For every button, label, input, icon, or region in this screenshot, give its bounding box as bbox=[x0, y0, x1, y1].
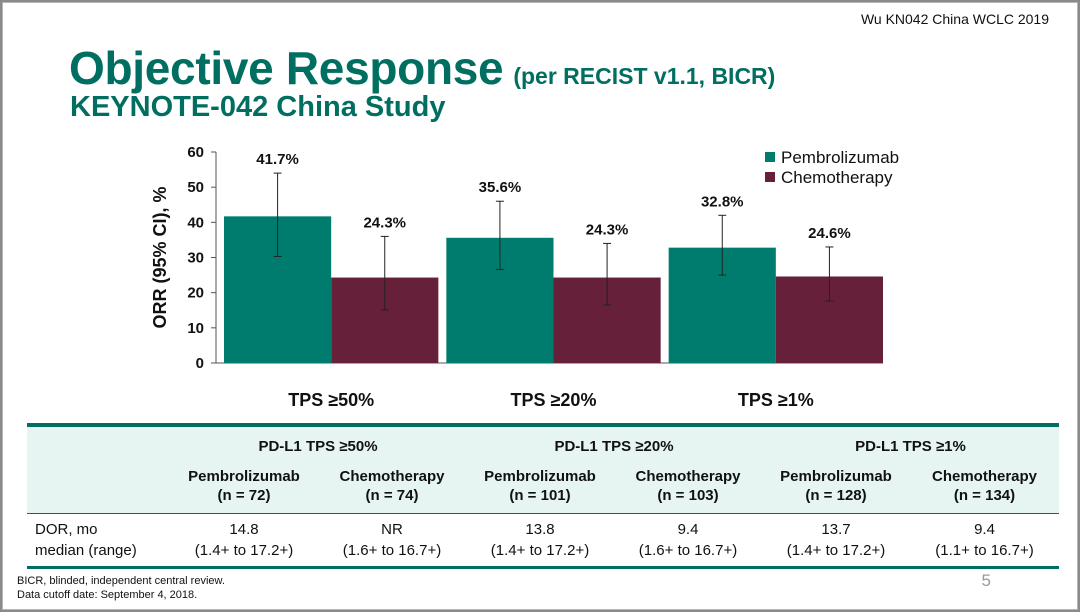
x-category-label: TPS ≥1% bbox=[738, 390, 814, 410]
y-tick-label: 40 bbox=[187, 214, 204, 231]
table-arm-header: Chemotherapy (n = 74) bbox=[318, 463, 466, 514]
dor-median: 13.7 bbox=[821, 521, 851, 538]
table-corner bbox=[27, 463, 170, 514]
y-tick-label: 0 bbox=[196, 355, 204, 372]
dor-table: PD-L1 TPS ≥50% PD-L1 TPS ≥20% PD-L1 TPS … bbox=[27, 423, 1059, 569]
dor-cell: NR (1.6+ to 16.7+) bbox=[318, 513, 466, 569]
citation: Wu KN042 China WCLC 2019 bbox=[860, 11, 1049, 27]
arm-n: (n = 128) bbox=[805, 487, 867, 504]
dor-cell: 9.4 (1.1+ to 16.7+) bbox=[910, 513, 1059, 569]
y-tick-label: 10 bbox=[187, 320, 204, 337]
legend-swatch-chemotherapy bbox=[765, 172, 775, 182]
arm-name: Pembrolizumab bbox=[188, 468, 300, 485]
dor-range: (1.4+ to 17.2+) bbox=[490, 542, 590, 559]
dor-median: 14.8 bbox=[229, 521, 259, 538]
row-label: DOR, mo median (range) bbox=[27, 513, 170, 569]
dor-cell: 13.8 (1.4+ to 17.2+) bbox=[466, 513, 614, 569]
legend-item-pembrolizumab: Pembrolizumab bbox=[765, 148, 899, 168]
y-tick-label: 60 bbox=[187, 144, 204, 161]
slide-subtitle: KEYNOTE-042 China Study bbox=[70, 91, 446, 123]
arm-n: (n = 101) bbox=[509, 487, 571, 504]
y-axis-title: ORR (95% CI), % bbox=[150, 186, 170, 328]
data-label: 24.3% bbox=[363, 214, 406, 231]
table-arm-header: Pembrolizumab (n = 101) bbox=[466, 463, 614, 514]
footnote-line: Data cutoff date: September 4, 2018. bbox=[17, 589, 198, 601]
title-suffix: (per RECIST v1.1, BICR) bbox=[513, 63, 776, 89]
x-category-label: TPS ≥50% bbox=[288, 390, 374, 410]
legend-item-chemotherapy: Chemotherapy bbox=[765, 168, 899, 188]
table-row-dor: DOR, mo median (range) 14.8 (1.4+ to 17.2+… bbox=[27, 513, 1059, 569]
dor-cell: 13.7 (1.4+ to 17.2+) bbox=[762, 513, 910, 569]
table-arm-header: Chemotherapy (n = 134) bbox=[910, 463, 1059, 514]
y-tick-label: 50 bbox=[187, 179, 204, 196]
table-arm-header: Pembrolizumab (n = 72) bbox=[170, 463, 318, 514]
footnote-line: BICR, blinded, independent central revie… bbox=[17, 575, 225, 587]
data-label: 32.8% bbox=[701, 193, 744, 210]
arm-n: (n = 74) bbox=[365, 487, 419, 504]
slide-title: Objective Response (per RECIST v1.1, BICR… bbox=[69, 41, 775, 95]
table-group-header: PD-L1 TPS ≥1% bbox=[762, 423, 1059, 463]
y-tick-label: 30 bbox=[187, 250, 204, 267]
data-label: 24.6% bbox=[808, 225, 851, 242]
table-arm-header-row: Pembrolizumab (n = 72) Chemotherapy (n = 7… bbox=[27, 463, 1059, 514]
arm-name: Pembrolizumab bbox=[780, 468, 892, 485]
dor-median: 9.4 bbox=[677, 521, 699, 538]
dor-cell: 14.8 (1.4+ to 17.2+) bbox=[170, 513, 318, 569]
dor-range: (1.6+ to 16.7+) bbox=[342, 542, 442, 559]
legend-swatch-pembrolizumab bbox=[765, 152, 775, 162]
dor-median: NR bbox=[381, 521, 403, 538]
legend-label-chemotherapy: Chemotherapy bbox=[781, 168, 893, 187]
table-group-header: PD-L1 TPS ≥20% bbox=[466, 423, 762, 463]
dor-range: (1.6+ to 16.7+) bbox=[638, 542, 738, 559]
arm-name: Pembrolizumab bbox=[484, 468, 596, 485]
dor-range: (1.4+ to 17.2+) bbox=[194, 542, 294, 559]
arm-n: (n = 103) bbox=[657, 487, 719, 504]
arm-name: Chemotherapy bbox=[931, 468, 1038, 485]
arm-n: (n = 72) bbox=[217, 487, 271, 504]
dor-range: (1.4+ to 17.2+) bbox=[786, 542, 886, 559]
arm-n: (n = 134) bbox=[953, 487, 1016, 504]
table-group-header-row: PD-L1 TPS ≥50% PD-L1 TPS ≥20% PD-L1 TPS … bbox=[27, 423, 1059, 463]
arm-name: Chemotherapy bbox=[635, 468, 741, 485]
row-label-line2: median (range) bbox=[35, 542, 137, 559]
dor-range: (1.1+ to 16.7+) bbox=[935, 542, 1034, 559]
page-number: 5 bbox=[981, 571, 991, 590]
dor-median: 13.8 bbox=[525, 521, 555, 538]
table-group-header: PD-L1 TPS ≥50% bbox=[170, 423, 466, 463]
dor-median: 9.4 bbox=[974, 521, 995, 538]
table-corner bbox=[27, 423, 170, 463]
row-label-line1: DOR, mo bbox=[35, 521, 98, 538]
title-main: Objective Response bbox=[69, 42, 504, 94]
table-arm-header: Chemotherapy (n = 103) bbox=[614, 463, 762, 514]
data-label: 41.7% bbox=[256, 151, 299, 168]
dor-cell: 9.4 (1.6+ to 16.7+) bbox=[614, 513, 762, 569]
data-label: 35.6% bbox=[479, 179, 522, 196]
data-label: 24.3% bbox=[586, 221, 629, 238]
arm-name: Chemotherapy bbox=[339, 468, 445, 485]
y-tick-label: 20 bbox=[187, 285, 204, 302]
legend-label-pembrolizumab: Pembrolizumab bbox=[781, 148, 900, 167]
chart-legend: Pembrolizumab Chemotherapy bbox=[765, 148, 899, 188]
orr-bar-chart: 0 10 20 30 40 50 60 ORR (95% CI), % 41.7% 24.3% TP… bbox=[150, 144, 883, 410]
x-category-label: TPS ≥20% bbox=[511, 390, 597, 410]
table-arm-header: Pembrolizumab (n = 128) bbox=[762, 463, 910, 514]
footnotes: BICR, blinded, independent central revie… bbox=[17, 574, 225, 602]
